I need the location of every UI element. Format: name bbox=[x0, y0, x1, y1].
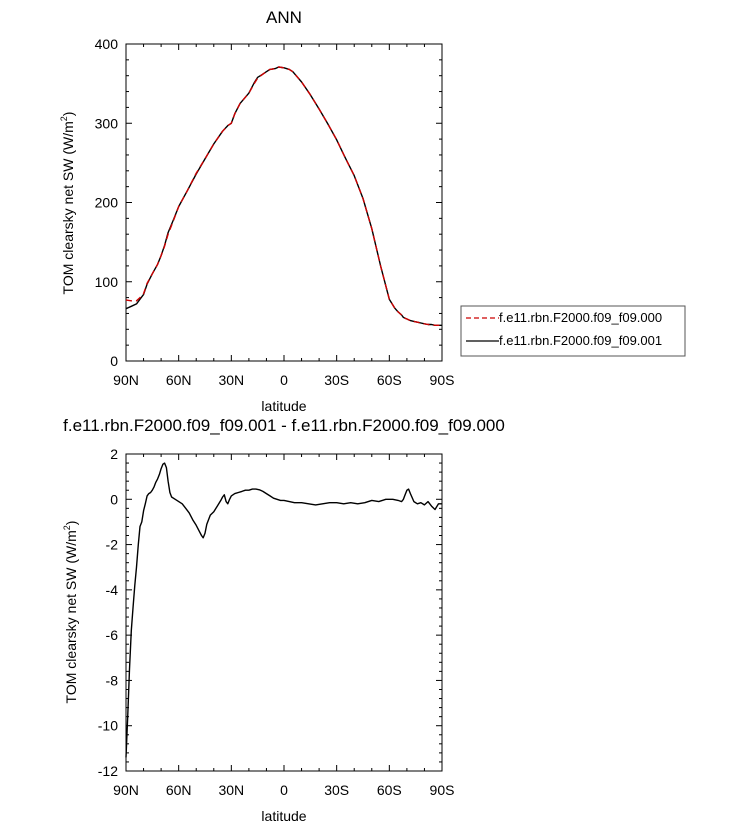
bottom-x-tick-label: 60S bbox=[377, 782, 402, 798]
bottom-plot-frame bbox=[125, 453, 443, 772]
bottom-y-tick-label: 0 bbox=[110, 491, 118, 507]
top-y-tick-label: 0 bbox=[110, 353, 118, 369]
top-x-tick-label: 90S bbox=[430, 372, 455, 388]
top-y-axis-label: TOM clearsky net SW (W/m2) bbox=[59, 112, 76, 295]
bottom-y-tick-label: -12 bbox=[98, 763, 118, 779]
top-x-tick-label: 60N bbox=[166, 372, 192, 388]
bottom-x-tick-label: 90S bbox=[430, 782, 455, 798]
top-series-line-2 bbox=[125, 66, 442, 326]
top-plot-frame bbox=[125, 43, 443, 362]
bottom-chart-panel: f.e11.rbn.F2000.f09_f09.001 - f.e11.rbn.… bbox=[62, 416, 505, 824]
top-x-tick-label: 30N bbox=[218, 372, 244, 388]
legend: f.e11.rbn.F2000.f09_f09.000 f.e11.rbn.F2… bbox=[460, 305, 686, 357]
top-x-tick-label: 90N bbox=[113, 372, 139, 388]
bottom-x-tick-label: 0 bbox=[280, 782, 288, 798]
top-y-axis: 0 100 200 300 400 bbox=[95, 36, 442, 369]
top-y-tick-label: 400 bbox=[95, 36, 119, 52]
legend-box bbox=[460, 305, 686, 357]
top-y-tick-label: 100 bbox=[95, 274, 119, 290]
bottom-y-tick-label: 2 bbox=[110, 446, 118, 462]
bottom-y-axis: 2 0 -2 -4 -6 -8 -10 -12 bbox=[98, 446, 442, 779]
legend-entry-2: f.e11.rbn.F2000.f09_f09.001 bbox=[499, 333, 662, 348]
top-chart-title: ANN bbox=[266, 8, 302, 27]
bottom-x-tick-label: 30N bbox=[218, 782, 244, 798]
top-y-tick-label: 300 bbox=[95, 115, 119, 131]
bottom-x-axis-label: latitude bbox=[261, 808, 306, 824]
bottom-series-line-1 bbox=[125, 462, 442, 758]
top-y-tick-label: 200 bbox=[95, 195, 119, 211]
bottom-chart-title: f.e11.rbn.F2000.f09_f09.001 - f.e11.rbn.… bbox=[63, 416, 505, 435]
top-chart-panel: ANN 0 100 200 300 400 90N 60N 30N 0 30S 60S 90S la… bbox=[59, 8, 686, 414]
legend-entry-1: f.e11.rbn.F2000.f09_f09.000 bbox=[499, 310, 662, 325]
bottom-x-tick-label: 60N bbox=[166, 782, 192, 798]
top-series-group bbox=[125, 66, 442, 326]
bottom-x-tick-label: 90N bbox=[113, 782, 139, 798]
bottom-series-group bbox=[125, 462, 442, 758]
bottom-x-axis: 90N 60N 30N 0 30S 60S 90S bbox=[113, 454, 454, 798]
top-x-tick-label: 60S bbox=[377, 372, 402, 388]
top-series-line-1 bbox=[125, 66, 442, 326]
bottom-y-axis-label: TOM clearsky net SW (W/m2) bbox=[62, 521, 79, 704]
top-x-tick-label: 0 bbox=[280, 372, 288, 388]
top-x-tick-label: 30S bbox=[324, 372, 349, 388]
bottom-x-tick-label: 30S bbox=[324, 782, 349, 798]
top-x-axis: 90N 60N 30N 0 30S 60S 90S bbox=[113, 44, 454, 388]
bottom-y-tick-label: -8 bbox=[106, 672, 119, 688]
bottom-y-tick-label: -10 bbox=[98, 718, 118, 734]
bottom-y-tick-label: -4 bbox=[106, 582, 119, 598]
top-x-axis-label: latitude bbox=[261, 398, 306, 414]
bottom-y-tick-label: -2 bbox=[106, 537, 119, 553]
bottom-y-tick-label: -6 bbox=[106, 627, 119, 643]
